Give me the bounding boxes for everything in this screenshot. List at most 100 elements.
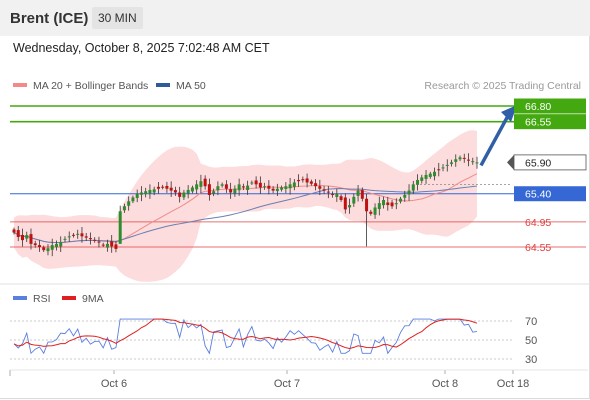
candle bbox=[110, 234, 114, 253]
candle bbox=[437, 162, 441, 177]
candle bbox=[135, 189, 139, 203]
candle bbox=[360, 187, 364, 202]
candle bbox=[416, 174, 420, 191]
legend-9ma: 9MA bbox=[62, 293, 104, 305]
candle-body bbox=[339, 196, 343, 200]
candle-body bbox=[369, 211, 373, 214]
ma9-label: 9MA bbox=[82, 293, 104, 305]
candle-body bbox=[250, 182, 254, 184]
candle bbox=[67, 231, 71, 242]
candle bbox=[101, 242, 105, 247]
candle bbox=[12, 227, 16, 235]
candle bbox=[229, 182, 233, 199]
candle bbox=[59, 236, 63, 253]
level-tag-66.55: 66.55 bbox=[525, 117, 551, 129]
candle-body bbox=[267, 185, 271, 189]
candle bbox=[80, 226, 84, 243]
candle-body bbox=[275, 188, 279, 192]
candle bbox=[373, 203, 377, 219]
candle-body bbox=[118, 211, 122, 244]
candle bbox=[178, 186, 182, 203]
candle-body bbox=[360, 190, 364, 199]
level-tag-bg bbox=[514, 98, 586, 114]
candle bbox=[148, 184, 152, 199]
candle bbox=[280, 185, 284, 192]
candle-body bbox=[135, 193, 139, 198]
candle bbox=[365, 193, 369, 247]
candle-body bbox=[16, 230, 20, 237]
candle bbox=[424, 170, 428, 184]
candle bbox=[250, 180, 254, 185]
candle-body bbox=[216, 186, 220, 191]
candle-body bbox=[263, 186, 267, 188]
candle bbox=[220, 182, 224, 188]
candle bbox=[403, 190, 407, 202]
rsi-ma-line bbox=[13, 318, 478, 349]
candle-body bbox=[20, 234, 24, 241]
candle-body bbox=[182, 192, 186, 198]
ma20-swatch bbox=[13, 83, 27, 88]
timeframe-button[interactable]: 30 MIN bbox=[92, 7, 143, 29]
candle-body bbox=[352, 196, 356, 204]
candle-body bbox=[224, 184, 228, 189]
candle bbox=[348, 198, 352, 214]
candle-body bbox=[356, 190, 360, 196]
candle-body bbox=[101, 244, 105, 246]
candle bbox=[199, 174, 203, 194]
candle-body bbox=[373, 207, 377, 215]
candle bbox=[263, 182, 267, 190]
candle-body bbox=[12, 229, 16, 233]
candle-body bbox=[67, 236, 71, 238]
candle bbox=[309, 179, 313, 186]
candle bbox=[152, 186, 156, 196]
candle-body bbox=[445, 164, 449, 166]
candle bbox=[203, 175, 207, 190]
candle-body bbox=[131, 197, 135, 202]
candle bbox=[254, 176, 258, 189]
candle-body bbox=[284, 186, 288, 189]
instrument-title: Brent (ICE) bbox=[10, 10, 89, 27]
candle bbox=[390, 199, 394, 209]
candle-body bbox=[178, 192, 182, 197]
candle-body bbox=[46, 248, 50, 252]
candle bbox=[76, 229, 80, 239]
candle bbox=[454, 154, 458, 167]
candle-body bbox=[144, 191, 148, 194]
candle-body bbox=[29, 234, 33, 244]
candle bbox=[288, 177, 292, 195]
candle-body bbox=[71, 234, 75, 236]
candle-body bbox=[207, 184, 211, 195]
candle-body bbox=[237, 184, 241, 191]
candle bbox=[25, 231, 29, 242]
candle bbox=[216, 181, 220, 196]
candle-body bbox=[169, 187, 173, 191]
rsi-label: RSI bbox=[33, 293, 51, 305]
candle bbox=[420, 174, 424, 184]
level-tag-66.80: 66.80 bbox=[525, 101, 551, 113]
candle bbox=[331, 191, 335, 198]
research-credit: Research © 2025 Trading Central bbox=[424, 80, 581, 92]
candle-body bbox=[54, 243, 58, 248]
candle bbox=[97, 236, 101, 248]
candle-body bbox=[59, 241, 63, 247]
rsi-tick-30: 30 bbox=[525, 354, 537, 366]
candle-body bbox=[437, 169, 441, 171]
candle-body bbox=[199, 181, 203, 187]
candle bbox=[169, 181, 173, 197]
candle-body bbox=[348, 205, 352, 208]
candle-body bbox=[152, 189, 156, 193]
candle-body bbox=[220, 184, 224, 186]
bollinger-band-area bbox=[14, 130, 477, 282]
candle-body bbox=[190, 187, 194, 192]
candle bbox=[233, 185, 237, 197]
candle bbox=[127, 196, 131, 211]
candle bbox=[88, 232, 92, 245]
candles bbox=[12, 153, 479, 257]
candle bbox=[105, 239, 109, 252]
candle-body bbox=[76, 233, 80, 235]
level-tag-bg bbox=[514, 186, 586, 202]
candle bbox=[377, 196, 381, 216]
candle-body bbox=[467, 159, 471, 161]
level-tag-64.55: 64.55 bbox=[525, 242, 551, 254]
